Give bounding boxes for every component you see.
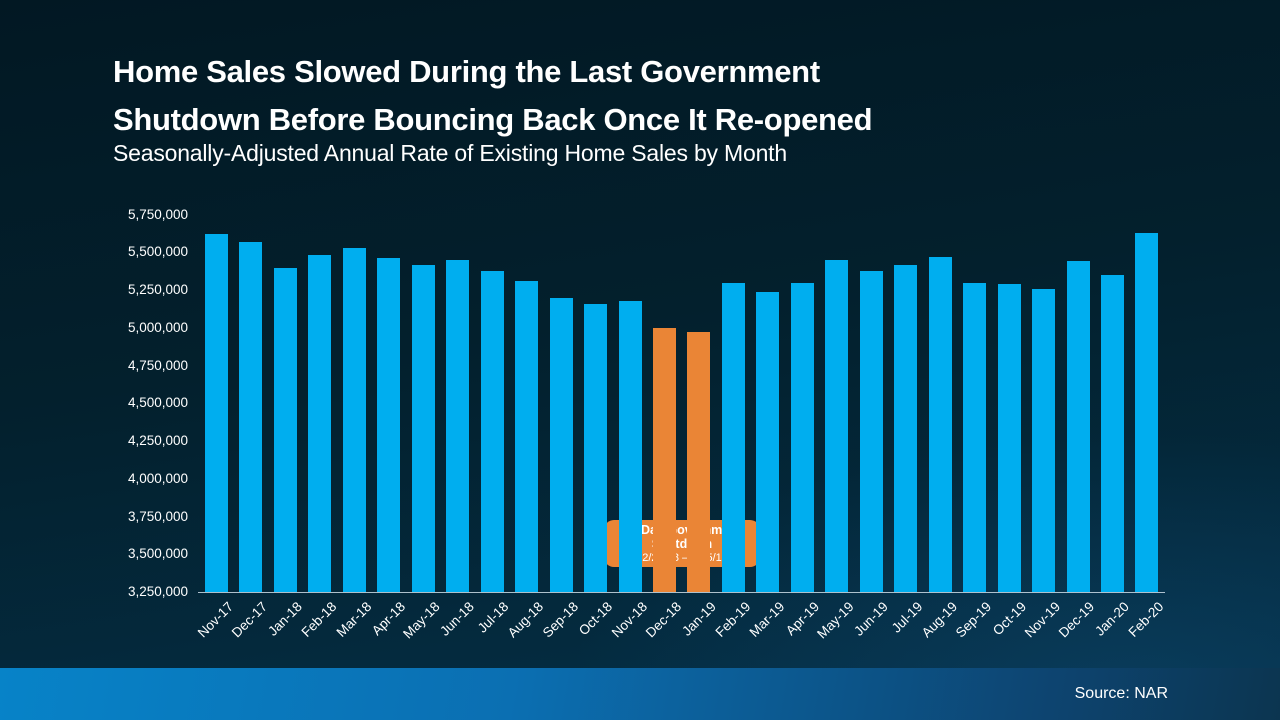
x-axis-tick-label: Feb-18 xyxy=(298,599,340,640)
bar-Aug-18 xyxy=(515,281,539,592)
x-axis-tick-label: Sep-19 xyxy=(952,599,995,641)
page-title-line1: Home Sales Slowed During the Last Govern… xyxy=(113,54,820,89)
x-axis-tick-label: Dec-18 xyxy=(642,599,685,641)
y-axis-tick-label: 4,250,000 xyxy=(127,433,188,449)
x-axis-tick-label: Feb-20 xyxy=(1125,599,1167,640)
bar-Jul-19 xyxy=(894,264,918,592)
page-title-line2: Shutdown Before Bouncing Back Once It Re… xyxy=(113,102,873,137)
bar-Sep-19 xyxy=(963,282,987,592)
x-axis-tick-label: Jun-19 xyxy=(851,599,891,639)
bar-Aug-19 xyxy=(928,256,952,592)
bar-Nov-18 xyxy=(618,300,642,592)
bar-Jul-18 xyxy=(480,270,504,592)
bar-Sep-18 xyxy=(549,297,573,592)
bar-Nov-17 xyxy=(205,234,228,592)
bar-Oct-19 xyxy=(997,284,1021,592)
source-label: Source: NAR xyxy=(1074,685,1168,702)
x-axis-tick-label: Aug-18 xyxy=(504,599,547,641)
y-axis-tick-label: 5,000,000 xyxy=(127,319,188,335)
bar-Mar-19 xyxy=(756,291,780,592)
x-axis-tick-label: May-19 xyxy=(813,599,857,642)
bar-Jan-18 xyxy=(273,267,297,592)
bar-Dec-19 xyxy=(1066,261,1090,592)
bar-Nov-19 xyxy=(1032,288,1056,592)
x-axis-tick-label: Dec-19 xyxy=(1056,599,1098,641)
bar-Dec-17 xyxy=(239,241,263,592)
x-axis-tick-label: Nov-19 xyxy=(1021,599,1064,641)
y-axis-tick-label: 3,750,000 xyxy=(127,508,188,524)
y-axis-tick-label: 3,250,000 xyxy=(127,584,188,599)
page-title: Home Sales Slowed During the Last Govern… xyxy=(113,48,873,144)
x-axis-tick-label: Sep-18 xyxy=(539,599,581,641)
page-subtitle: Seasonally-Adjusted Annual Rate of Exist… xyxy=(113,140,787,166)
bar-May-18 xyxy=(411,264,435,592)
x-axis-baseline xyxy=(198,592,1165,593)
bar-Oct-18 xyxy=(584,303,608,592)
bar-Feb-18 xyxy=(308,255,332,592)
y-axis-tick-label: 4,750,000 xyxy=(127,357,188,373)
bar-Apr-18 xyxy=(377,258,401,592)
bar-Jan-19 xyxy=(687,332,711,592)
y-axis-tick-label: 5,250,000 xyxy=(127,282,188,298)
x-axis-tick-label: Jan-19 xyxy=(678,599,719,639)
x-axis-tick-label: Mar-19 xyxy=(746,599,788,640)
y-axis-tick-label: 5,500,000 xyxy=(127,244,188,260)
x-axis-tick-label: Feb-19 xyxy=(712,599,754,640)
x-axis-tick-label: Nov-17 xyxy=(194,599,237,641)
x-axis-tick-label: Oct-19 xyxy=(989,599,1029,639)
bar-Apr-19 xyxy=(790,282,814,592)
y-axis-tick-label: 3,500,000 xyxy=(127,546,188,562)
x-axis-tick-label: Jan-18 xyxy=(265,599,306,639)
x-axis-tick-label: Jan-20 xyxy=(1092,599,1133,639)
bar-Dec-18 xyxy=(652,327,676,592)
bar-Jun-19 xyxy=(859,270,883,592)
y-axis-tick-label: 5,750,000 xyxy=(127,206,188,222)
y-axis-tick-label: 4,000,000 xyxy=(127,470,188,486)
shutdown-annotation-dates: 12/22/18 – 1/25/19 xyxy=(636,551,728,564)
bar-Mar-18 xyxy=(342,247,366,592)
x-axis-tick-label: Mar-18 xyxy=(333,599,374,640)
bar-May-19 xyxy=(825,259,849,592)
bar-Feb-19 xyxy=(721,282,745,592)
x-axis-tick-label: Jun-18 xyxy=(437,599,478,639)
x-axis-tick-label: May-18 xyxy=(400,599,443,642)
bar-Jun-18 xyxy=(446,259,470,592)
x-axis-tick-label: Aug-19 xyxy=(918,599,960,641)
footer-bar: Source: NAR xyxy=(0,668,1280,720)
x-axis-tick-label: Dec-17 xyxy=(229,599,271,641)
x-axis-tick-label: Nov-18 xyxy=(608,599,650,641)
x-axis-tick-label: Oct-18 xyxy=(575,599,616,639)
bar-Jan-20 xyxy=(1100,275,1124,592)
y-axis-tick-label: 4,500,000 xyxy=(127,395,188,411)
bar-Feb-20 xyxy=(1135,232,1159,592)
